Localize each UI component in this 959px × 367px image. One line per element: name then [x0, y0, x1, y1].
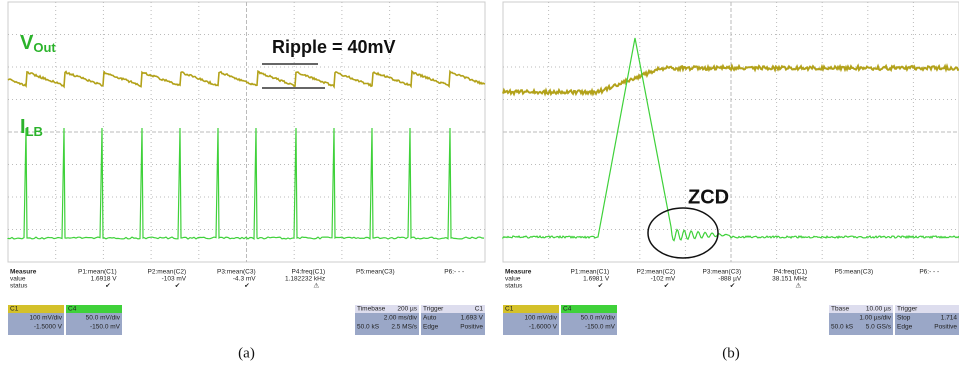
- label: C1: [505, 306, 514, 313]
- label: 2.5 MS/s: [391, 324, 417, 331]
- label: Edge: [423, 324, 439, 331]
- label: Measure: [10, 269, 37, 276]
- label: 1.6981 V: [583, 276, 610, 283]
- label: 2.00 ms/div: [384, 315, 418, 322]
- label: P6:- - -: [919, 269, 939, 276]
- zcd-annotation: ZCD: [688, 186, 729, 208]
- label: status: [10, 283, 28, 290]
- label: C4: [68, 306, 77, 313]
- label: 200 µs: [397, 306, 417, 313]
- label: status: [505, 283, 523, 290]
- label: 50.0 kS: [831, 324, 854, 331]
- label: 38.151 MHz: [772, 276, 807, 283]
- label: P6:- - -: [444, 269, 464, 276]
- label: -1.5000 V: [34, 324, 63, 331]
- label: C4: [563, 306, 572, 313]
- figure: VOutILBRipple = 40mVMeasurevaluestatusP1…: [0, 0, 959, 367]
- label: 1.6918 V: [91, 276, 118, 283]
- label: ✔: [175, 283, 181, 290]
- label: Positive: [934, 324, 957, 331]
- label: value: [505, 276, 521, 283]
- label: Auto: [423, 315, 437, 322]
- label: P2:mean(C2): [637, 269, 676, 276]
- label: 50.0 mV/div: [581, 315, 616, 322]
- label: 5.0 GS/s: [866, 324, 892, 331]
- label: -103 mV: [162, 276, 187, 283]
- label: 1.00 µs/div: [859, 315, 891, 322]
- label: P3:mean(C3): [703, 269, 742, 276]
- label: P5:mean(C3): [835, 269, 874, 276]
- label: ✔: [105, 283, 111, 290]
- label: 1.182232 kHz: [285, 276, 325, 283]
- label: Measure: [505, 269, 532, 276]
- label: -888 µV: [718, 276, 742, 283]
- label: C1: [475, 306, 484, 313]
- label: P5:mean(C3): [356, 269, 395, 276]
- caption: (a): [238, 345, 255, 361]
- label: 10.00 µs: [866, 306, 892, 313]
- label: 50.0 mV/div: [86, 315, 121, 322]
- label: value: [10, 276, 26, 283]
- label: Positive: [460, 324, 483, 331]
- label: Trigger: [897, 306, 918, 313]
- label: C1: [10, 306, 19, 313]
- vout-subscript: Out: [33, 40, 56, 55]
- label: ✔: [664, 283, 670, 290]
- label: P4:freq(C1): [292, 269, 326, 276]
- label: -102 mV: [651, 276, 676, 283]
- label: -4.3 mV: [233, 276, 256, 283]
- label: P1:mean(C1): [571, 269, 610, 276]
- label: Trigger: [423, 306, 444, 313]
- label: Stop: [897, 315, 911, 322]
- label: Timebase: [357, 306, 386, 313]
- label: P3:mean(C3): [217, 269, 256, 276]
- label: 100 mV/div: [524, 315, 557, 322]
- label: ⚠: [313, 282, 319, 290]
- label: -1.6000 V: [529, 324, 558, 331]
- label: ✔: [244, 283, 250, 290]
- label: P2:mean(C2): [147, 269, 186, 276]
- label: ⚠: [795, 282, 801, 290]
- label: -150.0 mV: [585, 324, 616, 331]
- label: 1.714: [941, 315, 958, 322]
- label: -150.0 mV: [90, 324, 121, 331]
- label: 1.693 V: [461, 315, 484, 322]
- label: ✔: [730, 283, 736, 290]
- label: P4:freq(C1): [774, 269, 808, 276]
- caption: (b): [722, 345, 740, 361]
- label: P1:mean(C1): [78, 269, 117, 276]
- label: ✔: [598, 283, 604, 290]
- ripple-annotation: Ripple = 40mV: [272, 37, 396, 57]
- ilb-subscript: LB: [26, 124, 43, 139]
- label: 50.0 kS: [357, 324, 380, 331]
- label: Tbase: [831, 306, 849, 313]
- label: Edge: [897, 324, 913, 331]
- vout-symbol: V: [20, 32, 34, 54]
- label: 100 mV/div: [29, 315, 62, 322]
